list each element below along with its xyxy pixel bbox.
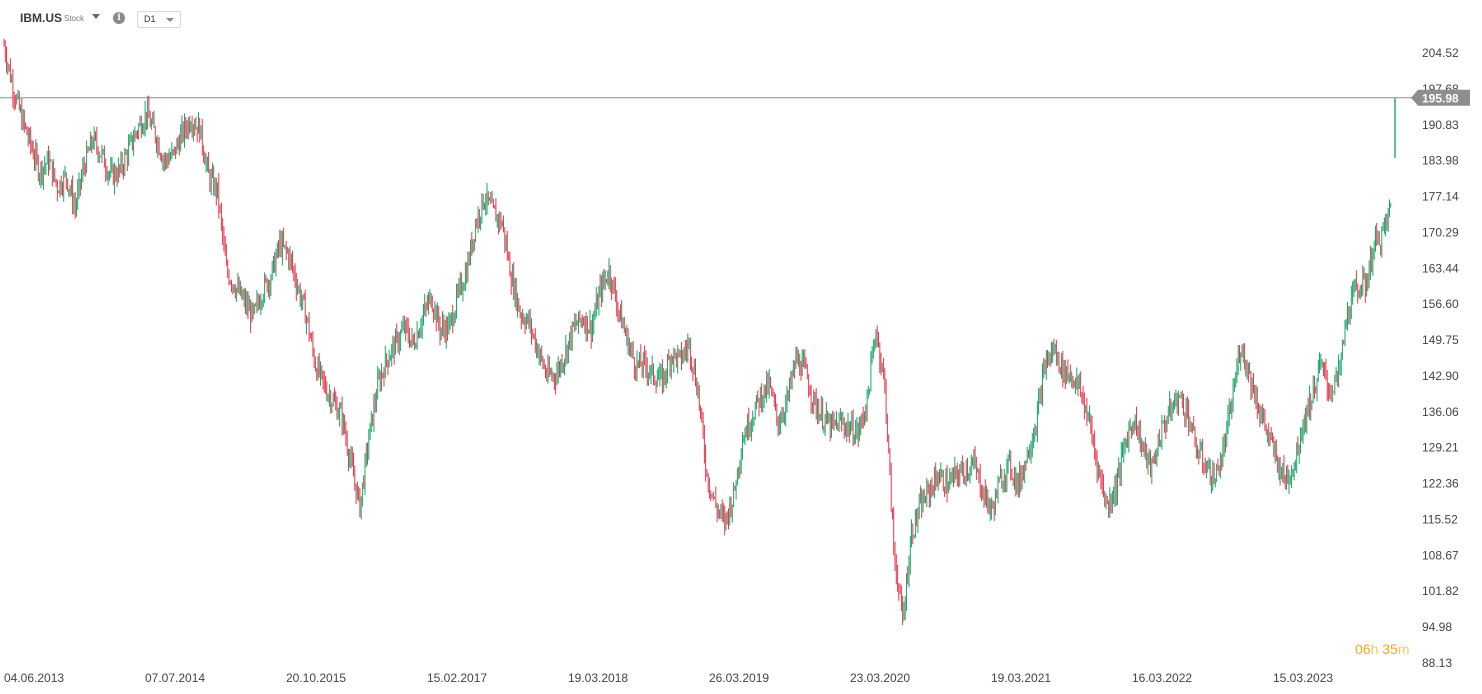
y-tick-label: 142.90	[1422, 369, 1459, 383]
timer-minutes: 35	[1382, 641, 1398, 657]
y-tick-label: 122.36	[1422, 477, 1459, 491]
y-tick-label: 163.44	[1422, 261, 1459, 275]
last-price-label: 195.98	[1422, 91, 1459, 105]
x-tick-label: 15.03.2023	[1273, 671, 1333, 685]
symbol-dropdown-icon[interactable]	[92, 14, 100, 19]
x-tick-label: 19.03.2018	[568, 671, 628, 685]
x-axis: 04.06.2013 07.07.2014 20.10.2015 15.02.2017…	[4, 671, 1333, 685]
x-tick-label: 20.10.2015	[286, 671, 346, 685]
interval-value: D1	[144, 14, 156, 24]
y-tick-label: 136.06	[1422, 405, 1459, 419]
y-tick-label: 101.82	[1422, 584, 1459, 598]
chart-toolbar: IBM.US Stock i D1	[0, 0, 400, 36]
y-tick-label: 170.29	[1422, 225, 1459, 239]
timer-hours-unit: h	[1370, 641, 1379, 657]
x-tick-label: 23.03.2020	[850, 671, 910, 685]
y-tick-label: 149.75	[1422, 333, 1459, 347]
last-price-marker: 195.98	[1411, 89, 1470, 106]
y-tick-label: 177.14	[1422, 190, 1459, 204]
y-tick-label: 183.98	[1422, 154, 1459, 168]
timer-minutes-unit: m	[1397, 641, 1410, 657]
chevron-down-icon	[166, 18, 174, 22]
symbol-label: IBM.US	[20, 11, 62, 25]
y-tick-label: 115.52	[1422, 512, 1458, 526]
x-tick-label: 07.07.2014	[145, 671, 205, 685]
x-tick-label: 19.03.2021	[991, 671, 1051, 685]
candle-timer: 06h 35m	[1355, 641, 1410, 657]
instrument-type-label: Stock	[64, 14, 85, 23]
x-tick-label: 16.03.2022	[1132, 671, 1192, 685]
info-icon[interactable]: i	[113, 12, 125, 24]
y-tick-label: 94.98	[1422, 620, 1452, 634]
y-tick-label: 190.83	[1422, 118, 1459, 132]
y-axis: 204.52197.68190.83183.98177.14170.29163.…	[1422, 46, 1459, 670]
y-tick-label: 129.21	[1422, 441, 1459, 455]
timer-hours: 06	[1355, 641, 1371, 657]
y-tick-label: 156.60	[1422, 297, 1459, 311]
candles-layer	[3, 38, 1396, 626]
y-tick-label: 108.67	[1422, 548, 1459, 562]
x-tick-label: 15.02.2017	[427, 671, 487, 685]
last-price-tag	[1411, 89, 1470, 106]
y-tick-label: 88.13	[1422, 656, 1452, 670]
x-tick-label: 04.06.2013	[4, 671, 64, 685]
interval-select[interactable]: D1	[137, 11, 181, 28]
x-tick-label: 26.03.2019	[709, 671, 769, 685]
y-tick-label: 204.52	[1422, 46, 1459, 60]
